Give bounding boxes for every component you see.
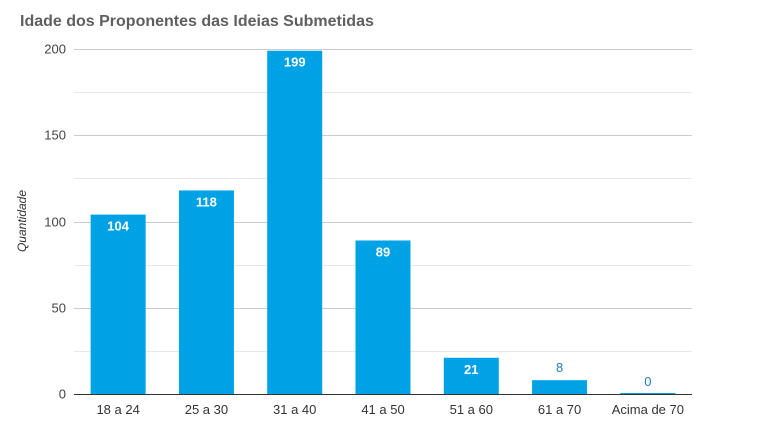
y-tick-labels: 0 50 100 150 200 xyxy=(44,42,66,402)
y-tick-label: 100 xyxy=(44,215,66,230)
bar xyxy=(532,380,588,394)
x-tick-label: 31 a 40 xyxy=(273,402,316,417)
data-label: 104 xyxy=(107,219,129,234)
data-labels: 104 118 199 89 21 8 0 xyxy=(107,55,651,389)
bar xyxy=(178,190,234,394)
y-tick-label: 0 xyxy=(59,387,66,402)
x-tick-label: 18 a 24 xyxy=(96,402,139,417)
y-tick-label: 50 xyxy=(52,301,66,316)
data-label: 199 xyxy=(284,55,306,70)
data-label: 0 xyxy=(644,374,651,389)
data-label: 21 xyxy=(464,362,478,377)
x-tick-labels: 18 a 24 25 a 30 31 a 40 41 a 50 51 a 60 61 a … xyxy=(96,402,684,417)
bars xyxy=(90,50,676,394)
bar xyxy=(620,393,676,394)
bar xyxy=(355,240,411,394)
data-label: 8 xyxy=(556,360,563,375)
data-label: 89 xyxy=(376,244,390,259)
bar xyxy=(443,357,499,394)
y-tick-label: 150 xyxy=(44,128,66,143)
bar xyxy=(267,50,323,394)
bar xyxy=(90,214,146,394)
chart-title: Idade dos Proponentes das Ideias Submeti… xyxy=(20,13,374,30)
x-tick-label: 61 a 70 xyxy=(538,402,581,417)
y-tick-label: 200 xyxy=(44,42,66,57)
x-tick-label: 41 a 50 xyxy=(361,402,404,417)
x-tick-label: Acima de 70 xyxy=(612,402,684,417)
x-tick-label: 51 a 60 xyxy=(450,402,493,417)
data-label: 118 xyxy=(196,194,217,209)
x-tick-label: 25 a 30 xyxy=(185,402,228,417)
